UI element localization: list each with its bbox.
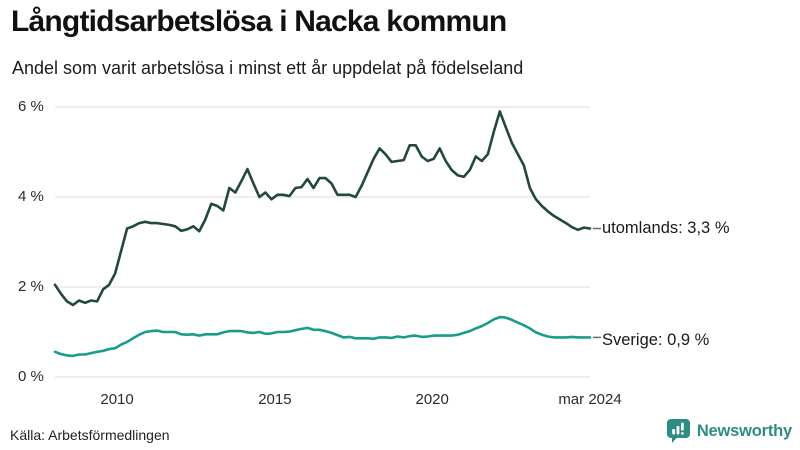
- x-axis-tick-label: 2020: [415, 391, 449, 408]
- x-axis-tick-label: mar 2024: [558, 391, 622, 408]
- newsworthy-branding: Newsworthy: [666, 417, 792, 445]
- line-series-Sverige: [53, 315, 592, 358]
- y-axis-tick-label: 4 %: [18, 188, 44, 205]
- line-series-utomlands: [53, 110, 592, 307]
- source-note: Källa: Arbetsförmedlingen: [10, 427, 170, 443]
- page-title: Långtidsarbetslösa i Nacka kommun: [11, 5, 507, 38]
- bar-chart-speech-bubble-icon: [666, 418, 691, 444]
- series-label-utomlands: utomlands: 3,3 %: [602, 219, 730, 237]
- y-axis-tick-label: 2 %: [18, 278, 44, 295]
- x-axis-tick-label: 2010: [100, 391, 134, 408]
- chart-subtitle: Andel som varit arbetslösa i minst ett å…: [12, 58, 524, 78]
- series-label-sverige: Sverige: 0,9 %: [602, 331, 710, 349]
- y-axis-tick-label: 6 %: [18, 98, 44, 115]
- y-axis-tick-label: 0 %: [18, 368, 44, 385]
- brand-name: Newsworthy: [696, 421, 792, 440]
- x-axis-tick-label: 2015: [258, 391, 292, 408]
